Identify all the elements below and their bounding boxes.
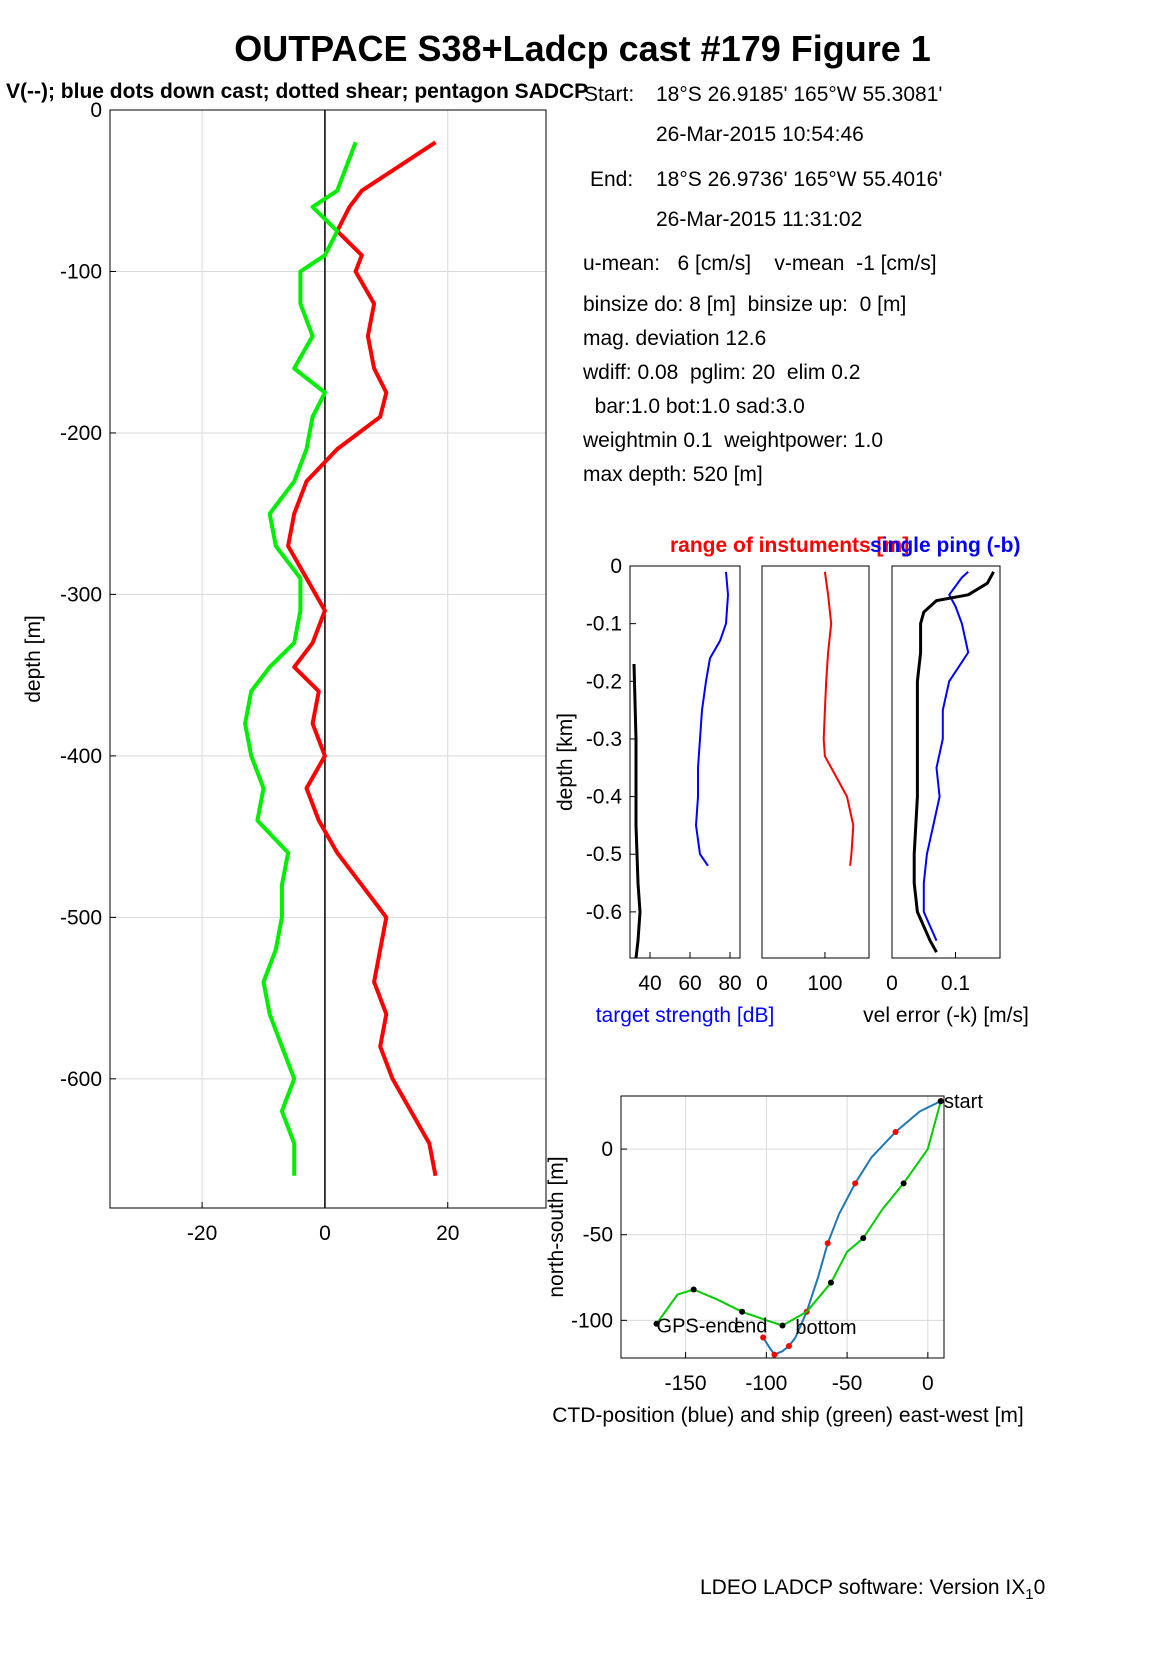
page-title: OUTPACE S38+Ladcp cast #179 Figure 1 bbox=[234, 28, 931, 69]
y-tick-label: 0 bbox=[90, 99, 102, 122]
y-tick-label: -600 bbox=[60, 1068, 102, 1091]
info-line: u-mean: 6 [cm/s] v-mean -1 [cm/s] bbox=[583, 252, 937, 275]
position-point bbox=[860, 1235, 867, 1242]
info-line: mag. deviation 12.6 bbox=[583, 327, 767, 350]
series-line-green bbox=[243, 141, 358, 1176]
position-point bbox=[779, 1322, 786, 1329]
map-annotation: end bbox=[734, 1315, 767, 1337]
position-point bbox=[900, 1180, 907, 1187]
y-axis-label: depth [km] bbox=[554, 713, 577, 811]
info-line: weightmin 0.1 weightpower: 1.0 bbox=[583, 429, 883, 452]
y-tick-label: -0.4 bbox=[586, 786, 623, 809]
start-time: 26-Mar-2015 10:54:46 bbox=[656, 123, 864, 146]
series-line-blue bbox=[922, 571, 970, 942]
start-position: 18°S 26.9185' 165°W 55.3081' bbox=[656, 83, 943, 106]
x-tick-label: -100 bbox=[745, 1372, 787, 1395]
y-tick-label: -100 bbox=[571, 1309, 613, 1332]
y-tick-label: 0 bbox=[601, 1138, 613, 1161]
position-point bbox=[653, 1320, 660, 1327]
start-label: Start: bbox=[584, 83, 635, 106]
position-point bbox=[892, 1128, 899, 1135]
y-tick-label: -0.1 bbox=[586, 613, 622, 636]
x-tick-label: -150 bbox=[665, 1372, 707, 1395]
x-tick-label: 0 bbox=[756, 972, 768, 995]
x-tick-label: 40 bbox=[638, 972, 661, 995]
y-tick-label: -500 bbox=[60, 906, 102, 929]
x-axis-label: vel error (-k) [m/s] bbox=[863, 1004, 1029, 1027]
y-tick-label: -100 bbox=[60, 260, 102, 283]
software-version: LDEO LADCP software: Version IX10 bbox=[700, 1576, 1046, 1604]
series-line-black bbox=[912, 571, 995, 953]
map-annotation: bottom bbox=[795, 1317, 856, 1339]
info-line: max depth: 520 [m] bbox=[583, 463, 763, 486]
axes-frame bbox=[109, 109, 547, 1209]
panel-title-red: range of instuments [m] bbox=[670, 534, 909, 557]
series-line-red bbox=[822, 571, 855, 866]
position-point bbox=[937, 1098, 944, 1105]
y-tick-label: -0.6 bbox=[586, 901, 622, 924]
x-tick-label: 60 bbox=[678, 972, 701, 995]
y-tick-label: -200 bbox=[60, 422, 102, 445]
x-tick-label: 100 bbox=[807, 972, 842, 995]
position-point bbox=[785, 1343, 792, 1350]
x-tick-label: -20 bbox=[187, 1222, 217, 1245]
position-point bbox=[824, 1240, 831, 1247]
y-tick-label: -0.5 bbox=[586, 843, 622, 866]
x-axis-label: CTD-position (blue) and ship (green) eas… bbox=[552, 1404, 1024, 1427]
position-point bbox=[771, 1351, 778, 1358]
info-line: binsize do: 8 [m] binsize up: 0 [m] bbox=[583, 293, 907, 316]
end-time: 26-Mar-2015 11:31:02 bbox=[656, 208, 863, 231]
y-tick-label: -400 bbox=[60, 745, 102, 768]
x-axis-label: target strength [dB] bbox=[596, 1004, 775, 1027]
x-tick-label: 20 bbox=[436, 1222, 459, 1245]
panel-title-blue: single ping (-b) bbox=[870, 534, 1020, 557]
y-tick-label: -0.3 bbox=[586, 728, 622, 751]
series-line-blue bbox=[695, 571, 729, 867]
position-point bbox=[852, 1180, 859, 1187]
series-line-red bbox=[286, 140, 438, 1177]
end-label: End: bbox=[590, 168, 634, 191]
x-tick-label: 80 bbox=[718, 972, 741, 995]
axes-frame bbox=[891, 565, 1001, 959]
position-point bbox=[739, 1308, 746, 1315]
x-tick-label: 0.1 bbox=[941, 972, 970, 995]
position-point bbox=[690, 1286, 697, 1293]
axes-frame bbox=[620, 1095, 945, 1359]
y-tick-label: 0 bbox=[610, 555, 622, 578]
axes-frame bbox=[761, 565, 870, 959]
y-tick-label: -300 bbox=[60, 583, 102, 606]
position-point bbox=[760, 1334, 767, 1341]
y-axis-label: north-south [m] bbox=[545, 1156, 568, 1297]
x-tick-label: 0 bbox=[319, 1222, 331, 1245]
x-tick-label: 0 bbox=[886, 972, 898, 995]
position-point bbox=[827, 1279, 834, 1286]
map-annotation: GPS-end bbox=[657, 1315, 739, 1337]
axes-frame bbox=[629, 565, 741, 959]
end-position: 18°S 26.9736' 165°W 55.4016' bbox=[656, 168, 943, 191]
y-tick-label: -0.2 bbox=[586, 670, 622, 693]
map-annotation: start bbox=[944, 1091, 983, 1113]
series-line-black bbox=[632, 663, 642, 959]
series-line-ship bbox=[655, 1100, 942, 1327]
y-axis-label: depth [m] bbox=[22, 615, 45, 703]
y-tick-label: -50 bbox=[583, 1224, 613, 1247]
info-line: wdiff: 0.08 pglim: 20 elim 0.2 bbox=[583, 361, 861, 384]
x-tick-label: 0 bbox=[922, 1372, 934, 1395]
info-line: bar:1.0 bot:1.0 sad:3.0 bbox=[583, 395, 805, 418]
x-tick-label: -50 bbox=[832, 1372, 862, 1395]
figure-subtitle: V(--); blue dots down cast; dotted shear… bbox=[6, 80, 589, 103]
